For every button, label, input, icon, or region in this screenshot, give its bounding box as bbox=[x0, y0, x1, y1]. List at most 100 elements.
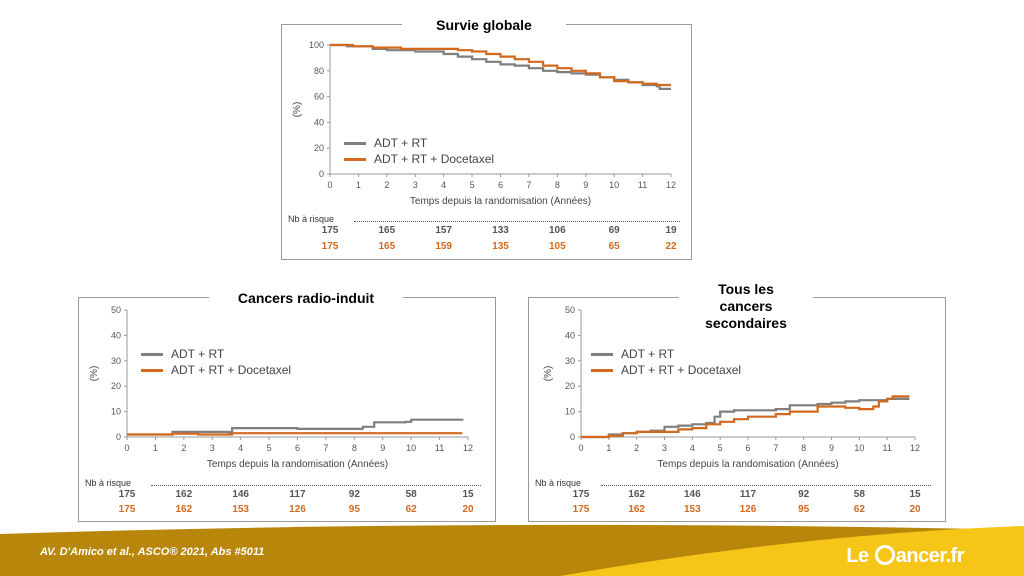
x-tick-label: 12 bbox=[463, 443, 473, 453]
y-tick-label: 0 bbox=[116, 432, 121, 442]
risk-value-adt-rt-docetaxel: 159 bbox=[435, 241, 452, 252]
x-tick-label: 10 bbox=[854, 443, 864, 453]
risk-value-adt-rt: 162 bbox=[175, 489, 193, 500]
risk-value-adt-rt: 157 bbox=[435, 225, 452, 236]
x-tick-label: 0 bbox=[327, 180, 332, 190]
y-tick-label: 30 bbox=[565, 356, 575, 366]
risk-value-adt-rt: 15 bbox=[909, 489, 921, 500]
x-tick-label: 6 bbox=[295, 443, 300, 453]
y-tick-label: 0 bbox=[319, 169, 324, 179]
x-tick-label: 0 bbox=[124, 443, 129, 453]
legend-item-adt-rt: ADT + RT bbox=[344, 135, 494, 151]
risk-value-adt-rt-docetaxel: 162 bbox=[175, 504, 193, 515]
risk-value-adt-rt-docetaxel: 22 bbox=[665, 241, 677, 252]
risk-value-adt-rt-docetaxel: 135 bbox=[492, 241, 509, 252]
legend-item-adt-rt-docetaxel: ADT + RT + Docetaxel bbox=[141, 362, 291, 378]
x-tick-label: 9 bbox=[583, 180, 588, 190]
x-tick-label: 4 bbox=[238, 443, 243, 453]
series-line-adt-rt bbox=[581, 397, 910, 439]
chart-title: Tous les cancers secondaires bbox=[679, 281, 813, 332]
brand-le: Le bbox=[846, 545, 869, 567]
risk-value-adt-rt-docetaxel: 175 bbox=[118, 504, 136, 515]
y-axis-label: (%) bbox=[89, 366, 100, 382]
x-tick-label: 3 bbox=[210, 443, 215, 453]
risk-label: Nb à risque bbox=[85, 478, 132, 488]
chart-legend: ADT + RT ADT + RT + Docetaxel bbox=[591, 346, 741, 378]
y-axis-label: (%) bbox=[543, 366, 554, 382]
legend-label: ADT + RT bbox=[621, 347, 675, 361]
chart-title: Survie globale bbox=[402, 17, 566, 34]
x-tick-label: 12 bbox=[666, 180, 676, 190]
risk-value-adt-rt: 175 bbox=[118, 489, 136, 500]
y-axis-label: (%) bbox=[292, 102, 303, 118]
x-tick-label: 11 bbox=[882, 443, 891, 453]
risk-divider bbox=[354, 221, 680, 222]
chart-title: Cancers radio-induit bbox=[209, 290, 403, 307]
x-tick-label: 6 bbox=[745, 443, 750, 453]
x-tick-label: 7 bbox=[323, 443, 328, 453]
risk-label: Nb à risque bbox=[535, 478, 582, 488]
risk-divider bbox=[151, 485, 481, 486]
y-tick-label: 40 bbox=[111, 330, 121, 340]
series-line-adt-rt bbox=[330, 43, 671, 90]
risk-value-adt-rt: 15 bbox=[462, 489, 474, 500]
risk-value-adt-rt-docetaxel: 165 bbox=[378, 241, 396, 252]
risk-value-adt-rt: 146 bbox=[232, 489, 249, 500]
risk-value-adt-rt-docetaxel: 62 bbox=[405, 504, 417, 515]
cancers-radio-induit-panel: Cancers radio-induit 0 10 20 30 40 50 0 1 2 3 4 5 6 7… bbox=[78, 290, 496, 522]
citation-text: AV. D'Amico et al., ASCO® 2021, Abs #501… bbox=[40, 546, 265, 558]
x-tick-label: 9 bbox=[829, 443, 834, 453]
risk-value-adt-rt: 175 bbox=[572, 489, 590, 500]
risk-value-adt-rt-docetaxel: 162 bbox=[628, 504, 645, 515]
risk-value-adt-rt: 146 bbox=[683, 489, 701, 500]
risk-value-adt-rt-docetaxel: 62 bbox=[853, 504, 865, 515]
risk-value-adt-rt: 92 bbox=[348, 489, 360, 500]
y-tick-label: 100 bbox=[309, 40, 324, 50]
x-tick-label: 5 bbox=[267, 443, 272, 453]
x-tick-label: 0 bbox=[578, 443, 583, 453]
risk-value-adt-rt: 165 bbox=[378, 225, 396, 236]
series-line-adt-rt-docetaxel bbox=[581, 395, 910, 439]
brand-c-icon bbox=[874, 545, 895, 565]
risk-value-adt-rt: 19 bbox=[665, 225, 677, 236]
risk-value-adt-rt-docetaxel: 175 bbox=[321, 241, 339, 252]
legend-label: ADT + RT + Docetaxel bbox=[171, 363, 292, 377]
x-tick-label: 1 bbox=[356, 180, 361, 190]
y-tick-label: 10 bbox=[111, 407, 121, 417]
series-line-adt-rt bbox=[127, 418, 464, 436]
legend-swatch bbox=[591, 368, 613, 372]
x-tick-label: 9 bbox=[380, 443, 385, 453]
risk-value-adt-rt-docetaxel: 175 bbox=[572, 504, 590, 515]
x-tick-label: 6 bbox=[498, 180, 503, 190]
x-axis-label: Temps depuis la randomisation (Années) bbox=[410, 196, 591, 207]
risk-value-adt-rt: 106 bbox=[548, 225, 566, 236]
x-axis-label: Temps depuis la randomisation (Années) bbox=[207, 459, 388, 470]
risk-value-adt-rt-docetaxel: 153 bbox=[683, 504, 701, 515]
risk-value-adt-rt-docetaxel: 95 bbox=[348, 504, 360, 515]
x-axis-label: Temps depuis la randomisation (Années) bbox=[657, 459, 838, 470]
y-tick-label: 20 bbox=[314, 143, 324, 153]
x-tick-label: 8 bbox=[801, 443, 806, 453]
y-tick-label: 40 bbox=[565, 330, 575, 340]
risk-value-adt-rt: 117 bbox=[289, 489, 306, 500]
x-tick-label: 11 bbox=[638, 180, 647, 190]
risk-value-adt-rt: 162 bbox=[628, 489, 645, 500]
x-tick-label: 5 bbox=[718, 443, 723, 453]
x-tick-label: 1 bbox=[153, 443, 158, 453]
risk-label: Nb à risque bbox=[288, 214, 335, 224]
x-tick-label: 1 bbox=[606, 443, 611, 453]
risk-value-adt-rt-docetaxel: 20 bbox=[909, 504, 921, 515]
chart-legend: ADT + RT ADT + RT + Docetaxel bbox=[344, 135, 494, 167]
x-tick-label: 2 bbox=[384, 180, 389, 190]
x-tick-label: 2 bbox=[634, 443, 639, 453]
legend-swatch bbox=[344, 141, 366, 145]
legend-label: ADT + RT bbox=[374, 136, 428, 150]
x-tick-label: 2 bbox=[181, 443, 186, 453]
risk-value-adt-rt: 92 bbox=[798, 489, 810, 500]
chart-legend: ADT + RT ADT + RT + Docetaxel bbox=[141, 346, 291, 378]
legend-swatch bbox=[591, 352, 613, 356]
risk-value-adt-rt-docetaxel: 65 bbox=[608, 241, 620, 252]
legend-label: ADT + RT + Docetaxel bbox=[621, 363, 742, 377]
